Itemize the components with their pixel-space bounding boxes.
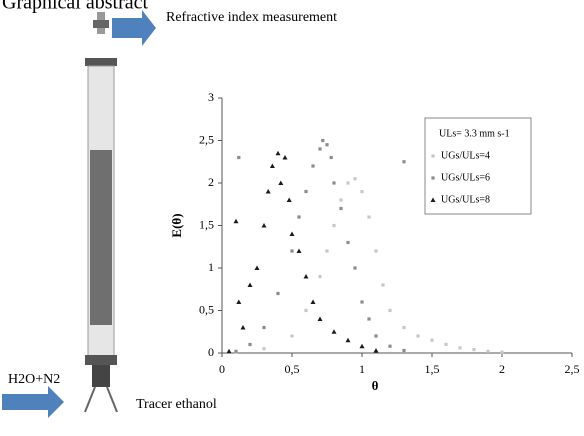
point [367,317,371,321]
point [236,299,242,304]
point [325,143,329,147]
point [275,150,281,156]
point [261,223,267,228]
point [444,342,448,347]
point [472,348,476,352]
point [303,274,309,279]
point [388,344,392,348]
y-tick-label: 0,5 [199,302,214,316]
point [311,164,315,168]
legend-marker [431,176,435,180]
point [430,338,434,342]
legend-label: UGs/ULs=8 [441,194,490,205]
legend-label: UGs/ULs=6 [441,172,490,183]
point [276,291,280,296]
point [339,198,343,202]
point [360,189,364,194]
point [247,282,253,287]
point [345,337,351,343]
point [248,342,252,347]
point [318,147,322,151]
legend-marker [431,154,435,158]
point [332,223,336,228]
legend-box [424,117,532,215]
point [237,155,241,160]
x-tick-label: 0,5 [285,362,300,376]
point [289,231,295,236]
point [290,249,294,253]
x-tick-label: 2,5 [565,362,580,376]
point [402,325,406,330]
point [290,334,294,338]
point [374,249,378,253]
point [381,283,385,287]
x-tick-label: 2 [499,362,505,376]
point [233,218,239,224]
point [332,181,336,185]
point [318,274,322,279]
point [269,163,275,168]
y-axis-label: E(θ) [169,213,184,237]
point [265,189,271,194]
y-tick-label: 3 [208,90,214,104]
point [374,334,378,338]
legend-title: ULs= 3.3 mm s-1 [439,128,510,139]
point [500,350,504,354]
arrow [2,386,64,418]
point [416,334,420,338]
point [402,348,406,353]
page-title: Graphical abstract [2,0,148,14]
y-tick-label: 1 [208,260,214,274]
y-tick-label: 0 [208,345,214,359]
point [353,266,357,270]
legend-marker [430,197,436,202]
y-tick-label: 2 [208,175,214,189]
y-tick-label: 2,5 [199,132,214,146]
legend-label: UGs/ULs=4 [441,150,490,161]
point [360,300,364,304]
point [262,325,266,330]
point [278,180,284,185]
point [240,325,246,330]
x-tick-label: 1 [359,362,365,376]
point [286,197,292,202]
point [254,265,260,270]
point [402,160,406,164]
annotation: Refractive index measurement [166,10,337,25]
point [346,181,350,185]
x-tick-label: 0 [219,362,225,376]
point [304,308,308,313]
chart: 0 0,5 1 1,5 2 2,5 3 0 0,5 1 1,5 2 2,5 θ E(θ) ULs= 3.3 m… [169,90,580,393]
point [339,206,343,211]
column-photo [84,12,118,413]
point [304,189,308,194]
point [262,347,266,351]
point [346,240,350,245]
annotation: Tracer ethanol [136,397,217,412]
point [310,299,316,304]
arrow [112,10,156,46]
point [486,349,490,353]
x-axis-label: θ [372,378,379,393]
point [367,215,371,219]
x-tick-label: 1,5 [425,362,440,376]
annotation: H2O+N2 [8,372,60,387]
point [388,308,392,313]
point [331,329,337,334]
point [234,349,238,353]
y-tick-label: 1,5 [199,217,214,231]
point [282,155,288,160]
point [317,316,323,321]
point [458,346,462,350]
point [325,249,329,253]
point [353,177,357,181]
point [226,348,232,354]
point [373,347,379,353]
point [296,248,302,253]
point [359,343,365,349]
point [329,155,333,160]
point [297,215,301,219]
point [321,138,325,143]
